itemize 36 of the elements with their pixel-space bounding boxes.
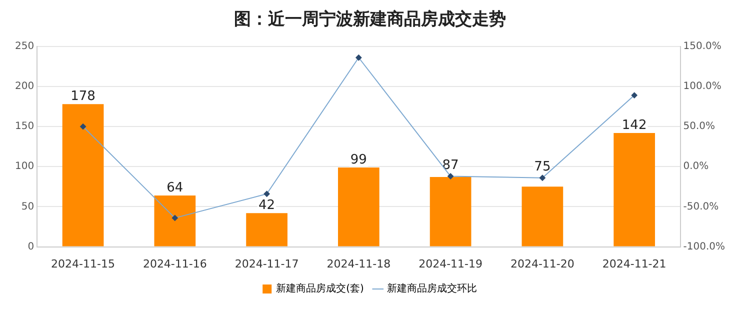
y2-tick-label: 0.0%	[683, 161, 709, 172]
y-tick-label: 250	[14, 40, 34, 52]
data-label: 99	[350, 152, 367, 168]
x-tick-label: 2024-11-17	[234, 257, 299, 270]
data-label: 178	[70, 88, 96, 104]
y-tick-label: 200	[14, 81, 34, 92]
y2-tick-label: -100.0%	[683, 241, 726, 252]
bar	[154, 196, 196, 246]
legend-label: 新建商品房成交环比	[386, 282, 477, 295]
bar	[614, 132, 655, 246]
y2-tick-label: -50.0%	[683, 201, 719, 212]
y2-tick-label: 50.0%	[683, 121, 716, 132]
x-tick-label: 2024-11-18	[326, 257, 391, 270]
bar	[338, 167, 380, 246]
data-label: 87	[442, 158, 459, 174]
x-tick-label: 2024-11-20	[510, 257, 574, 270]
y-tick-label: 100	[14, 161, 34, 172]
bar	[246, 213, 288, 246]
y2-tick-label: 100.0%	[683, 81, 722, 92]
x-tick-label: 2024-11-21	[602, 257, 666, 270]
x-tick-label: 2024-11-19	[418, 257, 483, 270]
legend-label: 新建商品房成交(套)	[276, 282, 364, 295]
y-tick-label: 0	[28, 241, 34, 252]
data-label: 142	[622, 118, 647, 133]
data-label: 64	[166, 180, 184, 196]
bar	[430, 177, 472, 246]
x-tick-label: 2024-11-16	[142, 257, 207, 270]
x-tick-label: 2024-11-15	[51, 257, 115, 270]
y-tick-label: 150	[14, 121, 34, 132]
bar	[522, 186, 564, 246]
y-tick-label: 50	[21, 201, 34, 212]
data-label: 42	[258, 198, 276, 214]
chart-title: 图：近一周宁波新建商品房成交走势	[234, 10, 506, 30]
data-label: 75	[534, 160, 551, 175]
bar	[62, 104, 104, 246]
y2-tick-label: 150.0%	[683, 40, 722, 52]
